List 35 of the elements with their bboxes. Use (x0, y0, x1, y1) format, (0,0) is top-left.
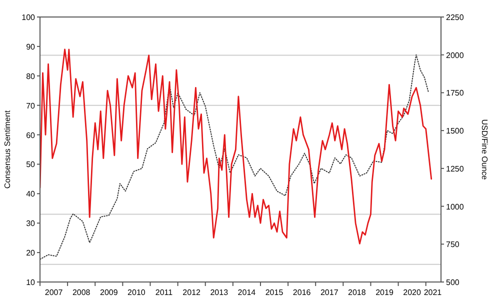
y2-tick-label: 500 (446, 278, 460, 287)
y2-tick-label: 1500 (446, 126, 464, 136)
y-tick-label: 30 (26, 219, 36, 228)
y2-tick-label: 2000 (446, 50, 464, 60)
y2-tick-label: 1750 (446, 88, 464, 98)
x-tick-label: 2015 (265, 288, 284, 297)
x-tick-label: 2017 (320, 288, 339, 297)
y-tick-label: 80 (26, 72, 36, 81)
x-tick-label: 2016 (292, 288, 312, 297)
y-tick-label: 40 (26, 190, 36, 199)
x-tick-label: 2020 (403, 288, 422, 297)
y-tick-label: 20 (26, 248, 36, 258)
y-tick-label: 70 (26, 101, 36, 110)
x-tick-label: 2010 (128, 288, 146, 297)
x-tick-label: 2013 (210, 288, 229, 297)
y2-tick-label: 750 (446, 240, 460, 250)
y2-tick-label: 2250 (446, 13, 464, 22)
x-tick-label: 2011 (155, 288, 174, 297)
y-tick-label: 90 (26, 42, 36, 52)
y2-axis-title: USD/Fine Ounce (480, 119, 489, 180)
y2-tick-label: 1250 (446, 164, 464, 174)
x-tick-label: 2008 (72, 288, 91, 297)
y-tick-label: 10 (26, 278, 36, 287)
x-tick-label: 2019 (376, 288, 394, 297)
x-tick-label: 2021 (424, 288, 442, 297)
x-tick-label: 2012 (182, 288, 202, 297)
y-tick-label: 60 (26, 130, 36, 140)
y-tick-label: 50 (26, 160, 36, 170)
x-tick-label: 2018 (348, 288, 366, 297)
y-tick-label: 100 (22, 13, 36, 22)
y2-tick-label: 1000 (446, 202, 464, 212)
x-tick-label: 2014 (238, 288, 256, 297)
x-tick-label: 2009 (100, 288, 118, 297)
x-tick-label: 2007 (44, 288, 64, 297)
y-axis-title: Consensus Sentiment (3, 110, 12, 189)
